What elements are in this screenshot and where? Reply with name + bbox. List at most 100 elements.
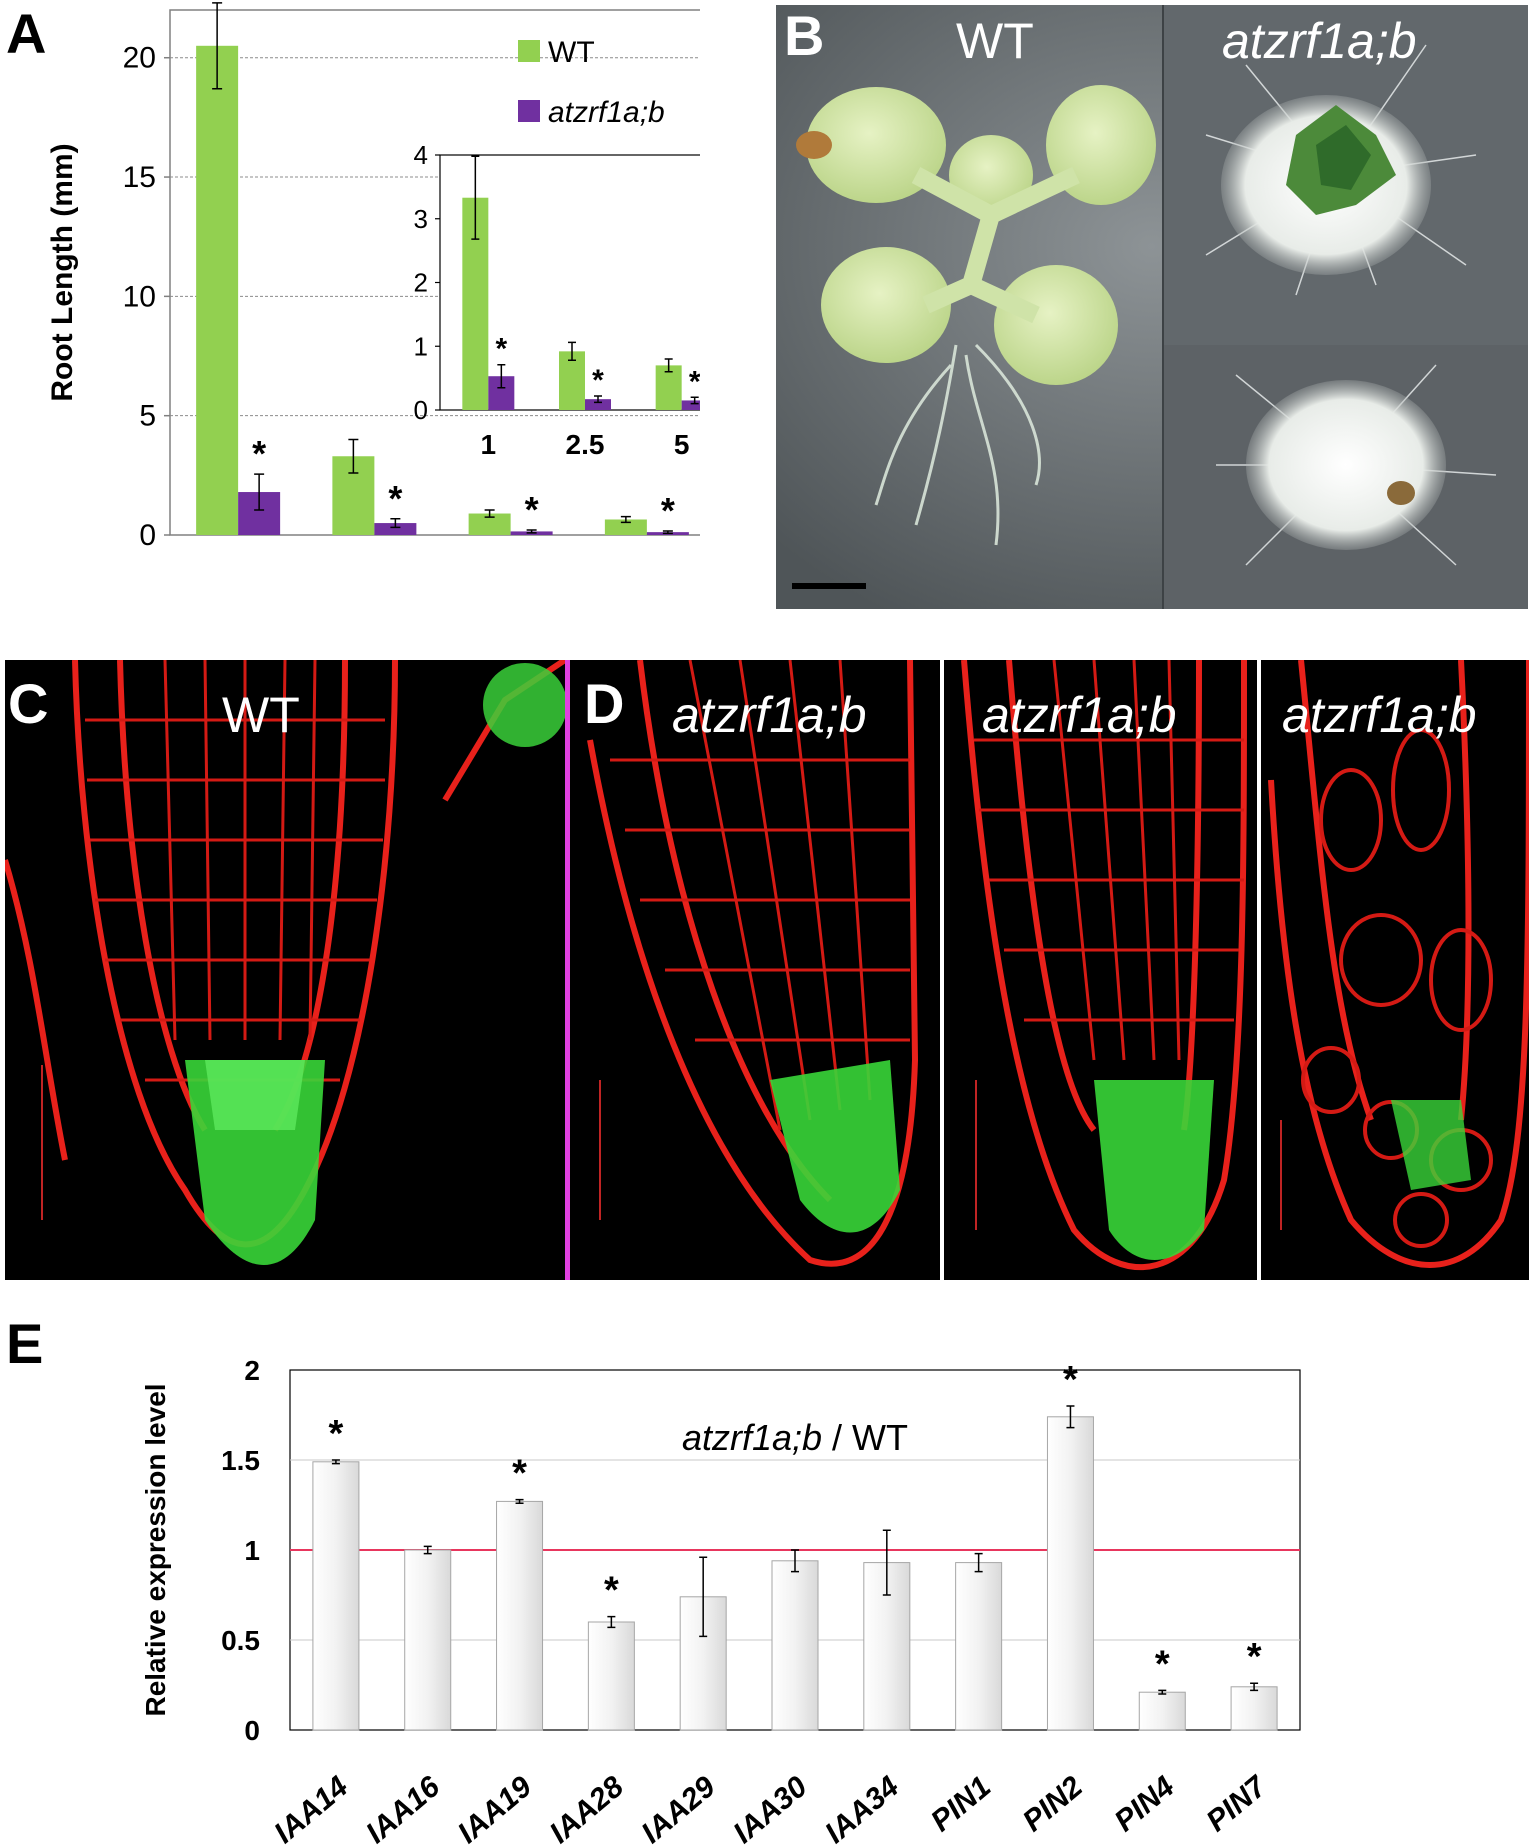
inset-y-tick-label: 2 bbox=[414, 268, 428, 298]
expression-bar bbox=[404, 1549, 452, 1731]
inset-bar-wt bbox=[559, 351, 585, 410]
seedling-photo bbox=[776, 5, 1528, 609]
significance-star: * bbox=[1063, 1359, 1078, 1401]
panel-divider bbox=[565, 660, 570, 1280]
significance-star: * bbox=[1155, 1643, 1170, 1685]
expression-bar bbox=[1230, 1686, 1278, 1731]
panel-b-photo bbox=[776, 5, 1528, 609]
error-bar bbox=[662, 530, 673, 535]
panel-label-a: A bbox=[6, 2, 47, 65]
x-tick-label: 0 bbox=[230, 557, 247, 560]
y-tick-label: 0.5 bbox=[221, 1625, 260, 1656]
legend-swatch-wt bbox=[518, 40, 540, 62]
inset-x-tick-label: 1 bbox=[481, 429, 497, 460]
x-tick-label: IAA34 bbox=[819, 1770, 906, 1845]
error-bar bbox=[331, 1459, 340, 1465]
bar-wt bbox=[604, 519, 647, 535]
inset-error-bar bbox=[568, 341, 576, 362]
inset-y-tick-label: 4 bbox=[414, 140, 428, 170]
photo-b-wt-label: WT bbox=[956, 13, 1034, 69]
panel-d-photo-3 bbox=[1261, 660, 1529, 1280]
x-tick-label: PIN7 bbox=[1200, 1769, 1273, 1838]
x-tick-label: IAA14 bbox=[268, 1770, 355, 1845]
bar-wt bbox=[468, 513, 511, 535]
expression-bar bbox=[863, 1562, 911, 1731]
expression-bar bbox=[312, 1461, 360, 1731]
error-bar bbox=[1250, 1682, 1259, 1692]
error-bar bbox=[1158, 1689, 1167, 1695]
photo-d2-label: atzrf1a;b bbox=[982, 687, 1177, 743]
y-axis-title: Relative expression level bbox=[140, 1383, 171, 1716]
y-axis-title: Root Length (mm) bbox=[46, 143, 79, 401]
y-tick-label: 15 bbox=[123, 161, 156, 194]
error-bar bbox=[423, 1545, 432, 1555]
chart-title: atzrf1a;b / WT bbox=[682, 1417, 908, 1458]
y-tick-label: 1 bbox=[244, 1535, 260, 1566]
x-tick-label: IAA16 bbox=[360, 1770, 447, 1845]
inset-error-bar bbox=[497, 363, 506, 389]
error-bar bbox=[348, 438, 359, 474]
x-tick-label: 1 bbox=[366, 557, 383, 560]
inset-bar-wt bbox=[655, 365, 682, 410]
error-bar bbox=[484, 509, 495, 518]
x-tick-label: IAA30 bbox=[727, 1770, 814, 1845]
expression-bar bbox=[1138, 1691, 1186, 1731]
error-bar bbox=[620, 515, 631, 524]
significance-star: * bbox=[252, 433, 266, 474]
panel-d-photo-1 bbox=[570, 660, 940, 1280]
inset-x-tick-label: 5 bbox=[674, 429, 690, 460]
significance-star: * bbox=[388, 478, 402, 519]
panel-d-photo-2 bbox=[944, 660, 1257, 1280]
inset-significance-star: * bbox=[689, 365, 700, 398]
error-bar bbox=[515, 1498, 524, 1504]
y-tick-label: 0 bbox=[244, 1715, 260, 1746]
panel-label-d: D bbox=[584, 672, 625, 735]
x-tick-label: 5 bbox=[639, 557, 656, 560]
inset-bar-mutant bbox=[681, 400, 700, 410]
expression-bar bbox=[496, 1500, 544, 1731]
inset-error-bar bbox=[690, 396, 699, 405]
significance-star: * bbox=[661, 490, 675, 531]
significance-star: * bbox=[1247, 1636, 1262, 1678]
error-bar bbox=[1066, 1405, 1075, 1429]
inset-error-bar bbox=[664, 358, 673, 373]
inset-error-bar bbox=[594, 395, 602, 404]
significance-star: * bbox=[329, 1413, 344, 1455]
mutant-root-tip-image-1 bbox=[587, 660, 919, 1267]
error-bar bbox=[699, 1556, 708, 1638]
error-bar bbox=[882, 1529, 891, 1596]
expression-bar bbox=[587, 1621, 635, 1731]
legend-swatch-mutant bbox=[518, 100, 540, 122]
inset-significance-star: * bbox=[495, 333, 507, 366]
error-bar bbox=[607, 1615, 616, 1629]
y-tick-label: 2 bbox=[244, 1355, 260, 1386]
x-tick-label: IAA19 bbox=[452, 1770, 539, 1845]
significance-star: * bbox=[604, 1570, 619, 1612]
legend-label-wt: WT bbox=[548, 36, 595, 69]
y-tick-label: 5 bbox=[139, 400, 156, 433]
inset-error-bar bbox=[471, 155, 480, 240]
photo-d1-label: atzrf1a;b bbox=[672, 687, 867, 743]
bar-mutant bbox=[374, 523, 417, 535]
inset-significance-star: * bbox=[592, 364, 604, 397]
inset-y-tick-label: 1 bbox=[414, 331, 428, 361]
inset-y-tick-label: 0 bbox=[414, 395, 428, 425]
x-tick-label: PIN1 bbox=[925, 1770, 997, 1838]
error-bar bbox=[254, 473, 265, 511]
y-tick-label: 10 bbox=[123, 280, 156, 313]
expression-bar bbox=[955, 1562, 1003, 1731]
panel-label-c: C bbox=[8, 672, 49, 735]
x-tick-label: 2.5 bbox=[490, 557, 532, 560]
mutant-root-tip-image-2 bbox=[961, 660, 1247, 1270]
photo-b-mutant-label: atzrf1a;b bbox=[1222, 13, 1417, 69]
legend-label-mutant: atzrf1a;b bbox=[548, 96, 665, 129]
bar-wt bbox=[196, 45, 239, 535]
x-tick-label: IAA28 bbox=[544, 1770, 631, 1845]
photo-c-wt-label: WT bbox=[222, 687, 300, 743]
panel-c-photo bbox=[5, 660, 567, 1280]
panel-e-chart: 0 0.5 1 1.5 2 Relative expression level atzrf1… bbox=[140, 1355, 1301, 1845]
mutant-root-tip-image-3 bbox=[1268, 660, 1529, 1268]
y-tick-label: 20 bbox=[123, 42, 156, 75]
error-bar bbox=[526, 529, 537, 534]
panel-label-b: B bbox=[784, 4, 825, 67]
